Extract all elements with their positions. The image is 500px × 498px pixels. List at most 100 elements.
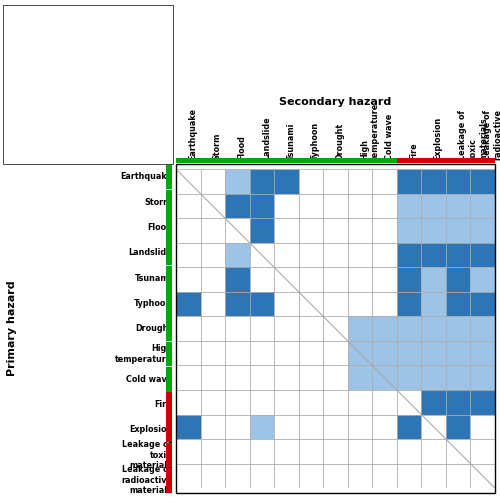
Bar [348, 414, 372, 439]
Bar [446, 390, 470, 414]
Bar [200, 366, 225, 390]
Bar [274, 218, 298, 243]
Text: Landslide: Landslide [128, 249, 172, 257]
Bar [348, 194, 372, 218]
Text: Leakage of
radioactive
materials: Leakage of radioactive materials [482, 110, 500, 160]
Bar [200, 390, 225, 414]
Bar [372, 439, 397, 464]
Bar [250, 464, 274, 488]
Text: Explosion: Explosion [434, 117, 442, 160]
Bar [397, 267, 421, 292]
Bar [250, 390, 274, 414]
Text: Tsunami: Tsunami [286, 123, 296, 160]
Bar [397, 194, 421, 218]
Bar [176, 267, 201, 292]
Bar [397, 390, 421, 414]
Bar [470, 366, 495, 390]
Bar [397, 439, 421, 464]
Bar [200, 267, 225, 292]
Bar [372, 341, 397, 366]
Bar [274, 464, 298, 488]
Bar [176, 341, 201, 366]
Bar [323, 414, 348, 439]
Bar [372, 267, 397, 292]
Text: Drought: Drought [135, 324, 172, 333]
Bar [250, 292, 274, 316]
Bar [323, 390, 348, 414]
Bar [470, 414, 495, 439]
Text: High
temperature: High temperature [115, 344, 172, 364]
Bar [200, 292, 225, 316]
Bar [446, 194, 470, 218]
Bar [298, 316, 323, 341]
Bar [372, 194, 397, 218]
Bar [225, 194, 250, 218]
Bar [200, 218, 225, 243]
Bar [176, 439, 201, 464]
Bar [274, 390, 298, 414]
Text: Flood: Flood [238, 135, 246, 160]
Bar [470, 292, 495, 316]
Bar [225, 316, 250, 341]
Bar [422, 243, 446, 267]
Bar [372, 390, 397, 414]
Bar [348, 292, 372, 316]
Bar [176, 243, 201, 267]
Bar [323, 464, 348, 488]
Bar [470, 243, 495, 267]
Bar [422, 341, 446, 366]
Bar [176, 218, 201, 243]
Bar [397, 414, 421, 439]
Bar [397, 366, 421, 390]
Bar [323, 243, 348, 267]
Bar [446, 169, 470, 194]
Bar [422, 414, 446, 439]
Bar [176, 169, 201, 194]
Text: Fire: Fire [154, 400, 172, 409]
Bar [446, 218, 470, 243]
Text: Landslide: Landslide [262, 117, 271, 160]
Text: Earthquake: Earthquake [188, 109, 198, 160]
Bar [200, 341, 225, 366]
Bar [250, 169, 274, 194]
Bar [225, 169, 250, 194]
Bar [470, 464, 495, 488]
Bar [422, 194, 446, 218]
Bar [323, 194, 348, 218]
Bar [200, 194, 225, 218]
Bar [298, 414, 323, 439]
Bar [298, 464, 323, 488]
Bar [422, 390, 446, 414]
Bar [274, 292, 298, 316]
Text: Leakage of
toxic
materials: Leakage of toxic materials [458, 111, 488, 160]
Bar [446, 267, 470, 292]
Bar [446, 414, 470, 439]
Bar [176, 292, 201, 316]
Bar [422, 169, 446, 194]
Bar [200, 414, 225, 439]
Bar [225, 414, 250, 439]
Bar [200, 316, 225, 341]
Bar [298, 292, 323, 316]
Bar [274, 414, 298, 439]
Bar [225, 341, 250, 366]
Text: Secondary hazard: Secondary hazard [280, 97, 392, 107]
Bar [397, 169, 421, 194]
Bar [250, 414, 274, 439]
Bar [446, 243, 470, 267]
Bar [250, 194, 274, 218]
Bar [470, 194, 495, 218]
Bar [348, 464, 372, 488]
Bar [176, 414, 201, 439]
Bar [250, 267, 274, 292]
Bar [397, 243, 421, 267]
Bar [225, 366, 250, 390]
Bar [250, 218, 274, 243]
Bar [274, 194, 298, 218]
Text: Cold wave: Cold wave [384, 114, 394, 160]
Bar [372, 464, 397, 488]
Bar [176, 464, 201, 488]
Bar [274, 243, 298, 267]
Bar [298, 169, 323, 194]
Bar [348, 316, 372, 341]
